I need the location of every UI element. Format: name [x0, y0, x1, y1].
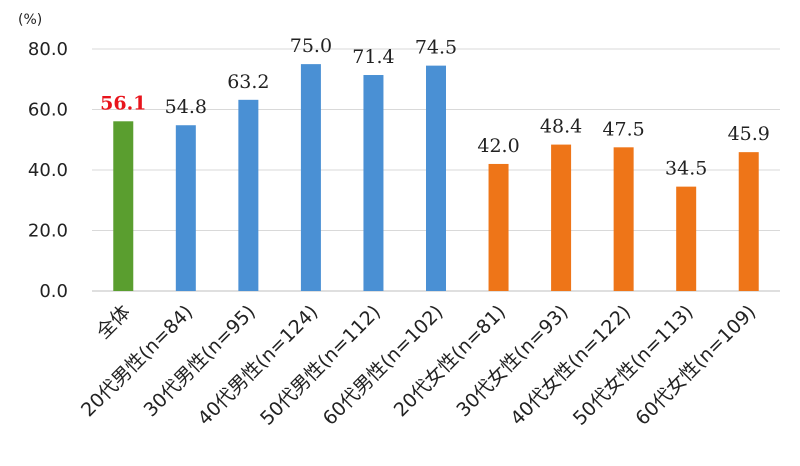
y-tick-label: 20.0	[28, 221, 68, 242]
data-label: 74.5	[415, 37, 457, 59]
data-label: 48.4	[540, 116, 582, 138]
bars	[113, 64, 759, 291]
x-tick-label: 30代男性(n=95)	[140, 301, 260, 421]
y-tick-label: 40.0	[28, 160, 68, 181]
x-tick-label: 20代女性(n=81)	[390, 301, 510, 421]
unit-label: (%)	[18, 12, 42, 28]
data-label: 47.5	[602, 118, 644, 140]
y-tick-label: 60.0	[28, 100, 68, 121]
data-label: 45.9	[728, 123, 770, 145]
x-tick-label: 40代女性(n=122)	[506, 301, 635, 430]
y-tick-label: 0.0	[39, 281, 68, 302]
bar	[363, 75, 384, 291]
x-tick-label: 50代女性(n=113)	[569, 301, 698, 430]
bar	[738, 152, 759, 291]
bar	[676, 186, 697, 291]
data-label: 34.5	[665, 158, 707, 180]
y-axis-ticks: 0.0 20.0 40.0 60.0 80.0	[28, 39, 68, 302]
x-tick-label: 40代男性(n=124)	[194, 301, 323, 430]
bar	[488, 163, 509, 291]
bar	[238, 99, 259, 291]
x-tick-label: 50代男性(n=112)	[256, 301, 385, 430]
data-label: 71.4	[352, 46, 394, 68]
data-label: 63.2	[227, 71, 269, 93]
bar	[175, 125, 196, 291]
x-tick-label: 60代女性(n=109)	[631, 301, 760, 430]
bar	[113, 121, 134, 291]
x-tick-label: 全体	[92, 301, 134, 343]
data-label: 42.0	[477, 135, 519, 157]
x-axis-labels: 全体20代男性(n=84)30代男性(n=95)40代男性(n=124)50代男…	[77, 301, 760, 430]
bar	[551, 144, 572, 291]
x-tick-label: 20代男性(n=84)	[77, 301, 197, 421]
x-tick-label: 30代女性(n=93)	[452, 301, 572, 421]
y-tick-label: 80.0	[28, 39, 68, 60]
data-labels: 56.1 54.8 63.2 75.0 71.4 74.5 42.0 48.4 47.5 34.5…	[100, 35, 770, 180]
data-label: 54.8	[165, 96, 207, 118]
bar	[426, 65, 446, 291]
bar	[300, 64, 321, 291]
data-label: 75.0	[290, 35, 332, 57]
bar	[613, 147, 634, 291]
data-label: 56.1	[100, 92, 146, 114]
x-tick-label: 60代男性(n=102)	[319, 301, 448, 430]
